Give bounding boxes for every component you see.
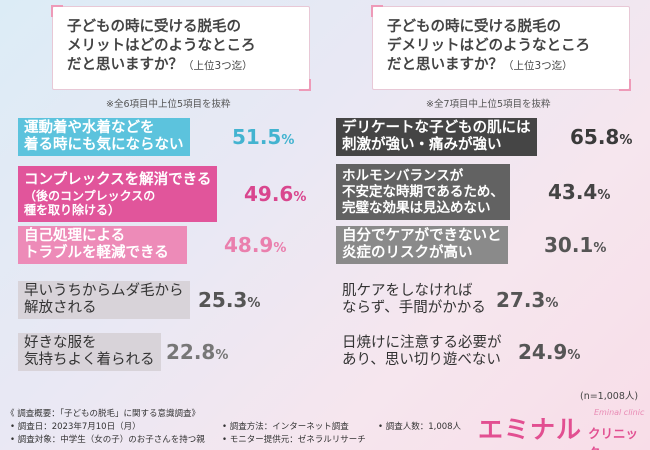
survey-count: • 調査人数：1,008人: [378, 422, 462, 432]
question-note: （上位3つ迄）: [503, 60, 573, 72]
question-line: 子どもの時に受ける脱毛の: [67, 19, 241, 35]
brand-en: Eminal clinic: [594, 408, 645, 417]
survey-method: • 調査方法：インターネット調査: [222, 422, 349, 432]
merit-value-5: 22.8%: [166, 340, 229, 364]
demerit-label-3: 自分でケアができないと 炎症のリスクが高い: [336, 226, 508, 264]
merit-item-3: 自己処理による トラブルを軽減できる 48.9%: [18, 226, 318, 264]
demerit-item-1: デリケートな子どもの肌には 刺激が強い・痛みが強い 65.8%: [336, 118, 646, 156]
demerit-item-3: 自分でケアができないと 炎症のリスクが高い 30.1%: [336, 226, 646, 264]
question-line: だと思いますか？: [387, 57, 503, 73]
demerit-value-1: 65.8%: [570, 125, 633, 149]
demerit-value-4: 27.3%: [496, 288, 559, 312]
corner-decoration: [619, 79, 631, 91]
question-note: （上位3つ迄）: [183, 60, 253, 72]
corner-decoration: [371, 5, 383, 17]
question-line: メリットはどのようなところ: [67, 38, 256, 54]
merit-label-3: 自己処理による トラブルを軽減できる: [18, 226, 187, 264]
demerit-item-2: ホルモンバランスが 不安定な時期であるため、 完璧な効果は見込めない 43.4%: [336, 164, 646, 220]
survey-summary: 《 調査概要：「子どもの脱毛」に関する意識調査》: [6, 409, 200, 419]
corner-decoration: [51, 5, 63, 17]
merit-item-4: 早いうちからムダ毛から 解放される 25.3%: [18, 281, 318, 319]
merit-item-5: 好きな服を 気持ちよく着られる 22.8%: [18, 333, 318, 371]
sample-size-note: (n=1,008人): [580, 391, 639, 402]
demerit-value-2: 43.4%: [548, 180, 611, 204]
brand-logo: エミナル Eminal clinic クリニック: [478, 404, 648, 450]
merit-item-2: コンプレックスを解消できる （後のコンプレックスの 種を取り除ける） 49.6%: [18, 166, 318, 222]
brand-name: エミナル: [478, 415, 583, 444]
merit-label-4: 早いうちからムダ毛から 解放される: [18, 281, 190, 319]
question-line: 子どもの時に受ける脱毛の: [387, 19, 561, 35]
demerit-label-2: ホルモンバランスが 不安定な時期であるため、 完璧な効果は見込めない: [336, 164, 510, 220]
merit-label-1: 運動着や水着などを 着る時にも気にならない: [18, 118, 190, 156]
demerit-label-1: デリケートな子どもの肌には 刺激が強い・痛みが強い: [336, 118, 537, 156]
subnote-demerit: ※全7項目中上位5項目を抜粋: [426, 99, 551, 110]
merit-value-4: 25.3%: [198, 288, 261, 312]
merit-label-5: 好きな服を 気持ちよく着られる: [18, 333, 161, 371]
demerit-label-5: 日焼けに注意する必要が あり、思い切り遊べない: [342, 335, 502, 368]
demerit-label-4: 肌ケアをしなければ ならず、手間がかかる: [342, 283, 486, 316]
survey-target: • 調査対象：中学生（女の子）のお子さんを持つ親: [10, 435, 205, 445]
question-line: だと思いますか？: [67, 57, 183, 73]
question-box-demerit: 子どもの時に受ける脱毛の デメリットはどのようなところ だと思いますか？（上位3…: [371, 5, 631, 91]
demerit-item-4: 肌ケアをしなければ ならず、手間がかかる 27.3%: [336, 281, 646, 319]
demerit-value-3: 30.1%: [544, 233, 607, 257]
survey-date: • 調査日：2023年7月10日（月）: [10, 422, 141, 432]
corner-decoration: [299, 79, 311, 91]
survey-monitor: • モニター提供元：ゼネラルリサーチ: [222, 435, 366, 445]
merit-value-3: 48.9%: [224, 233, 287, 257]
merit-label-2: コンプレックスを解消できる （後のコンプレックスの 種を取り除ける）: [18, 166, 218, 222]
merit-value-2: 49.6%: [244, 182, 307, 206]
brand-sub: クリニック: [588, 426, 639, 450]
merit-value-1: 51.5%: [232, 125, 295, 149]
merit-item-1: 運動着や水着などを 着る時にも気にならない 51.5%: [18, 118, 318, 156]
survey-footer: 《 調査概要：「子どもの脱毛」に関する意識調査》 • 調査日：2023年7月10…: [0, 404, 650, 450]
subnote-merit: ※全6項目中上位5項目を抜粋: [106, 99, 231, 110]
demerit-item-5: 日焼けに注意する必要が あり、思い切り遊べない 24.9%: [336, 333, 646, 371]
question-line: デメリットはどのようなところ: [387, 38, 590, 54]
question-box-merit: 子どもの時に受ける脱毛の メリットはどのようなところ だと思いますか？（上位3つ…: [51, 5, 311, 91]
demerit-value-5: 24.9%: [518, 340, 581, 364]
